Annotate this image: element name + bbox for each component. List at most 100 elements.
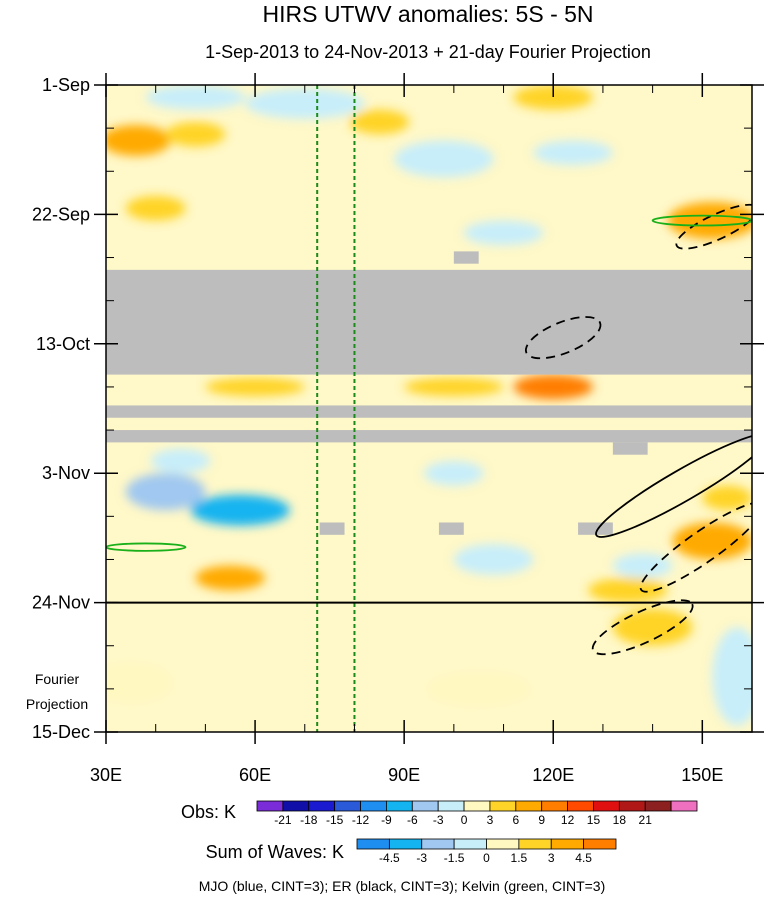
axes: 1-Sep 22-Sep 13-Oct 3-Nov 24-Nov 15-Dec 30E 60E… [32, 73, 764, 785]
x-tick-label: 30E [90, 765, 122, 785]
missing-data-band [106, 269, 752, 375]
missing-data-band [106, 430, 752, 443]
colorbar-box [256, 800, 284, 812]
colorbar-level: 1.5 [511, 851, 528, 865]
waves-colorbar: Sum of Waves: K -4.5 -3 -1.5 0 1.5 3 4.5 [206, 838, 617, 865]
colorbar-level: -18 [300, 813, 318, 827]
colorbar-label: Sum of Waves: K [206, 842, 344, 862]
y-tick-label: 1-Sep [42, 75, 90, 95]
anomaly-patch [165, 121, 226, 147]
er-wave-contour [639, 501, 752, 593]
colorbar-box [567, 800, 594, 812]
anomaly-patch [106, 125, 171, 156]
colorbar-box [515, 800, 543, 812]
kelvin-wave-contour [106, 542, 187, 552]
colorbar-level: 6 [512, 813, 519, 827]
colorbar-level: 21 [639, 813, 653, 827]
colorbar-box [541, 800, 568, 812]
x-tick-label: 60E [239, 765, 271, 785]
anomaly-patch [463, 220, 544, 246]
missing-data-band [106, 405, 752, 418]
colorbar-box [360, 800, 387, 812]
colorbar-level: 3 [487, 813, 494, 827]
anomaly-fill-layer [106, 85, 752, 726]
anomaly-patch [190, 494, 290, 526]
missing-data-layer [106, 251, 752, 535]
er-wave-contour [591, 599, 694, 656]
colorbar-level: 0 [483, 851, 490, 865]
colorbar-level: -3 [433, 813, 444, 827]
colorbar-level: 0 [461, 813, 468, 827]
colorbar-level: -1.5 [444, 851, 465, 865]
anomaly-patch [404, 377, 504, 397]
anomaly-patch [513, 374, 593, 400]
missing-data-band [578, 522, 613, 535]
projection-label-line2: Projection [26, 696, 88, 712]
colorbar-box [386, 800, 413, 812]
colorbar-box [437, 800, 465, 812]
y-tick-label: 13-Oct [36, 334, 90, 354]
colorbar-box [518, 838, 552, 850]
y-tick-label: 24-Nov [32, 593, 90, 613]
colorbar-box [618, 800, 646, 812]
wave-contour-layer [106, 203, 752, 656]
y-tick-label: 22-Sep [32, 204, 90, 224]
missing-data-band [438, 522, 464, 535]
chart-subtitle: 1-Sep-2013 to 24-Nov-2013 + 21-day Fouri… [205, 42, 651, 62]
anomaly-patch [513, 85, 593, 110]
x-tick-label: 120E [532, 765, 574, 785]
colorbar-box [583, 838, 617, 850]
anomaly-patch [150, 448, 211, 474]
anomaly-patch [394, 140, 494, 178]
anomaly-patch [612, 553, 673, 578]
reference-lines [316, 85, 356, 732]
er-wave-contour [675, 203, 752, 250]
missing-data-band [453, 251, 479, 264]
x-tick-label: 90E [388, 765, 420, 785]
projection-label-line1: Fourier [35, 671, 80, 687]
plot-area [106, 85, 752, 732]
plot-frame [105, 84, 753, 733]
colorbar-level: 3 [548, 851, 555, 865]
colorbar-box [453, 838, 487, 850]
anomaly-patch [195, 565, 266, 591]
colorbar-level: -12 [352, 813, 370, 827]
colorbar-level: -21 [274, 813, 292, 827]
anomaly-patch [588, 577, 668, 603]
colorbar-box [388, 838, 423, 850]
chart-title: HIRS UTWV anomalies: 5S - 5N [262, 1, 593, 27]
colorbar-box [670, 800, 698, 812]
colorbar-box [463, 800, 491, 812]
colorbar-box [644, 800, 672, 812]
anomaly-patch [205, 377, 305, 397]
colorbar-box [593, 800, 620, 812]
colorbar-box [411, 800, 439, 812]
colorbar-box [334, 800, 361, 812]
anomaly-patch [125, 195, 186, 221]
colorbar-box [421, 838, 455, 850]
anomaly-patch [349, 109, 410, 135]
anomaly-patch [145, 85, 246, 110]
anomaly-patch [245, 88, 365, 119]
missing-data-band [612, 442, 648, 455]
colorbar-box [282, 800, 310, 812]
anomaly-patch [424, 460, 484, 486]
colorbar-level: 9 [538, 813, 545, 827]
er-wave-contour [595, 433, 752, 538]
colorbar-box [550, 838, 585, 850]
colorbar-level: -9 [381, 813, 392, 827]
anomaly-patch [106, 664, 171, 702]
colorbar-level: 12 [561, 813, 575, 827]
colorbar-box [308, 800, 336, 812]
colorbar-level: 15 [587, 813, 601, 827]
colorbar-level: -4.5 [379, 851, 400, 865]
anomaly-patch [667, 202, 752, 240]
missing-data-band [319, 522, 345, 535]
er-wave-contour [524, 316, 602, 360]
anomaly-patch [453, 544, 534, 575]
colorbar-level: 4.5 [575, 851, 592, 865]
footer-note: MJO (blue, CINT=3); ER (black, CINT=3); … [199, 878, 606, 894]
obs-colorbar: Obs: K -21 -18 -15 -12 -9 -6 -3 0 3 6 9 12 15 18 21 [181, 800, 698, 827]
x-tick-label: 150E [681, 765, 723, 785]
